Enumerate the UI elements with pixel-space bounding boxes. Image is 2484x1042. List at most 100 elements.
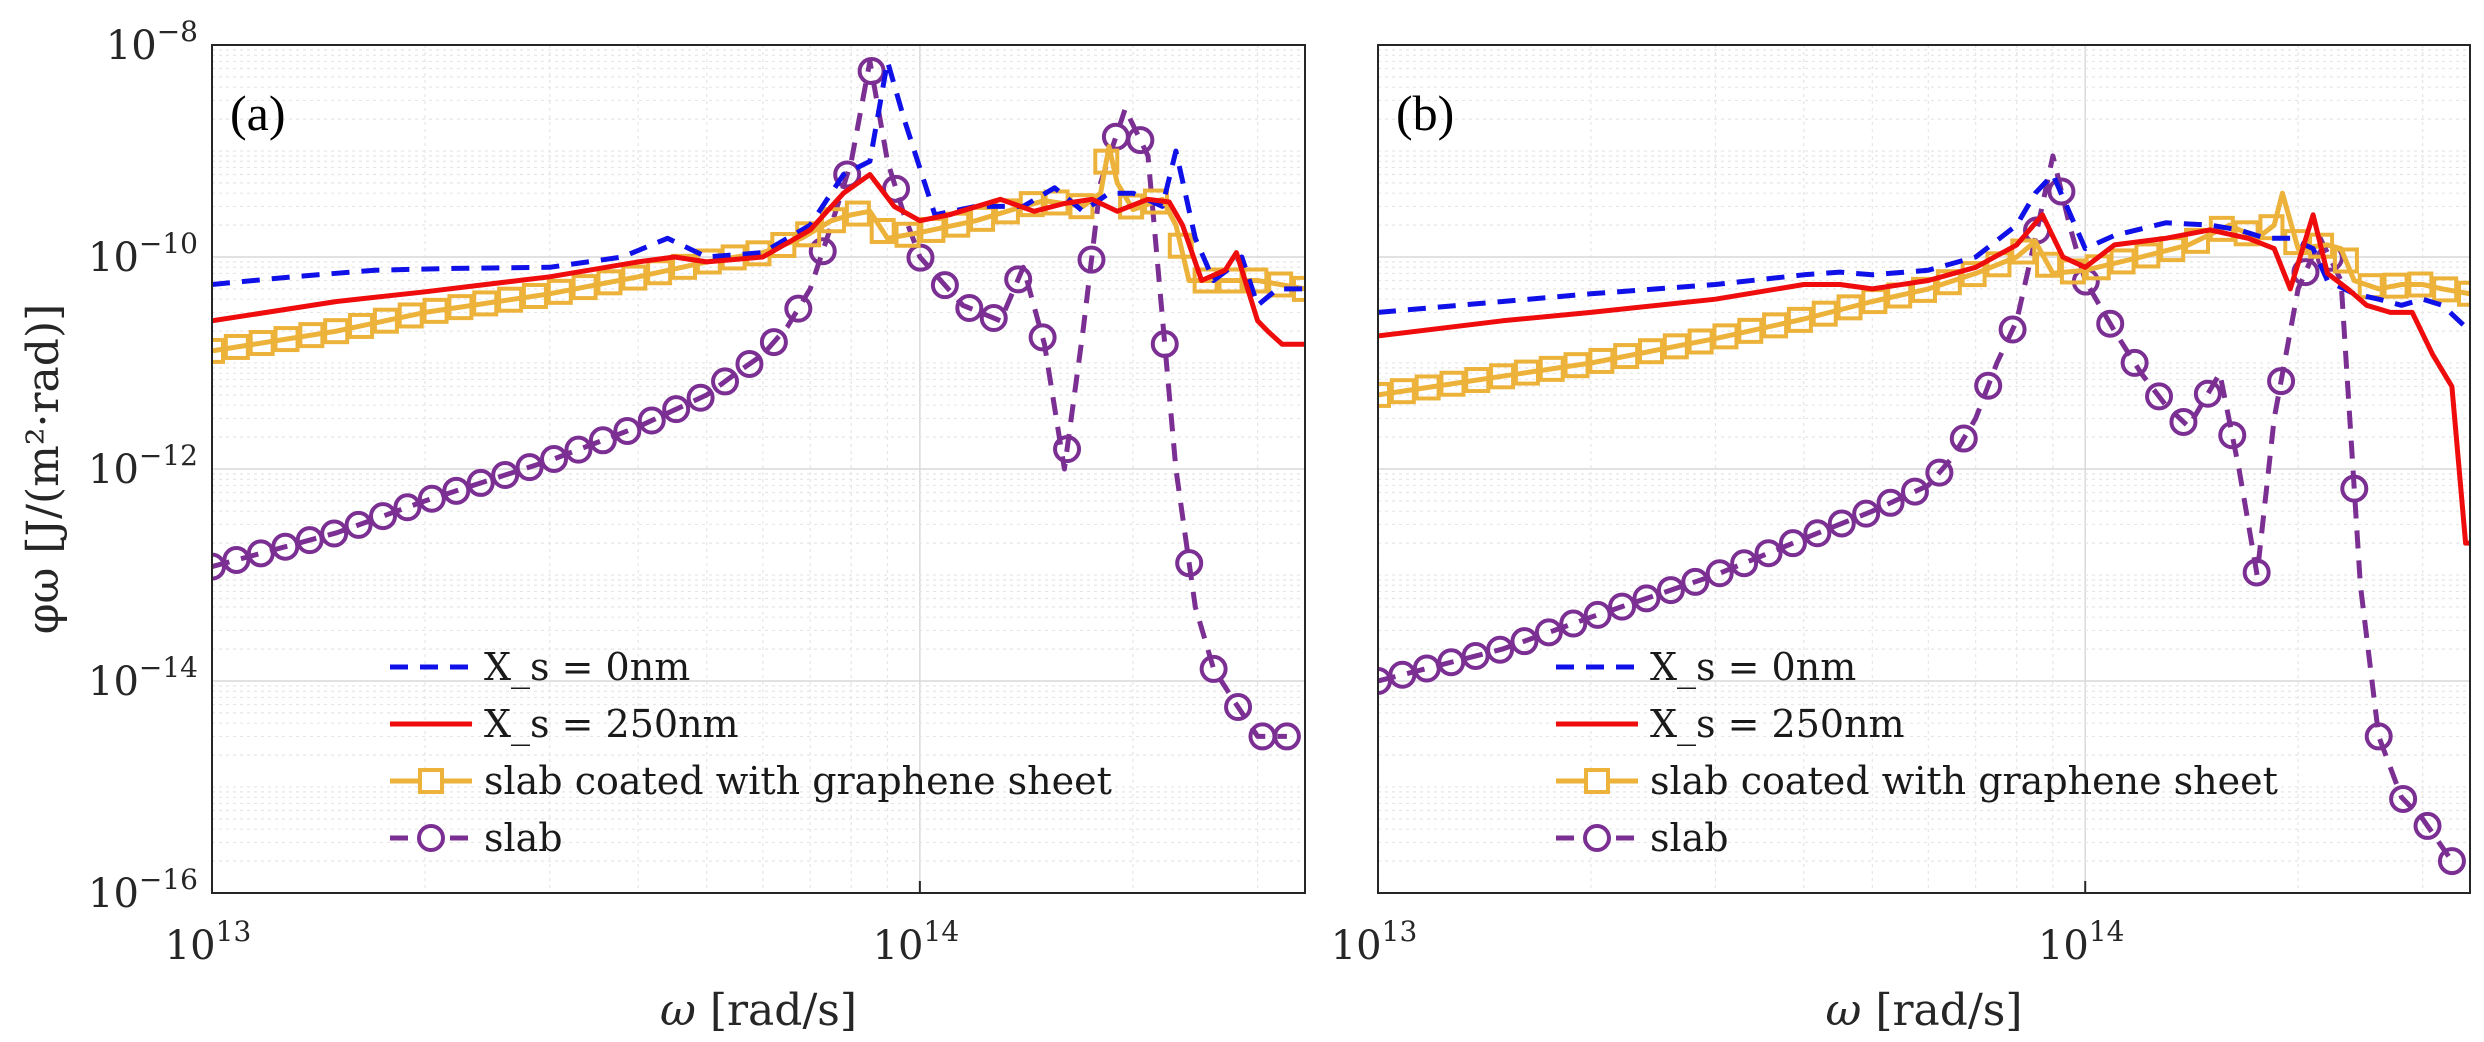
- marker-circle: [2218, 421, 2247, 450]
- marker-circle: [515, 453, 544, 482]
- x-axis-title: ω [rad/s]: [660, 985, 857, 1036]
- marker-square: [298, 322, 325, 349]
- marker-circle: [2120, 348, 2149, 377]
- marker-square: [248, 330, 275, 357]
- marker-square: [546, 278, 573, 305]
- marker-square: [2432, 276, 2459, 303]
- marker-square: [1389, 378, 1416, 405]
- marker-circle: [2364, 722, 2393, 751]
- marker-circle: [2389, 784, 2418, 813]
- marker-square: [2457, 280, 2470, 307]
- marker-square: [223, 333, 250, 360]
- marker-square: [1786, 306, 1813, 333]
- marker-circle: [466, 468, 495, 497]
- series-group: [212, 57, 1305, 751]
- marker-square: [1960, 261, 1987, 288]
- marker-square: [1687, 328, 1714, 355]
- marker-circle: [2193, 379, 2222, 408]
- marker-circle: [2340, 474, 2369, 503]
- marker-circle: [1778, 529, 1807, 558]
- marker-square: [422, 297, 449, 324]
- marker-circle: [246, 539, 275, 568]
- marker-circle: [393, 493, 422, 522]
- marker-circle: [1224, 693, 1253, 721]
- series-line-xs250: [212, 172, 1305, 347]
- marker-circle: [1077, 245, 1106, 274]
- x-axis-title: ω [rad/s]: [1825, 985, 2022, 1036]
- series-line-xs0: [212, 58, 1305, 308]
- marker-circle: [1053, 435, 1082, 464]
- marker-square: [1489, 363, 1516, 390]
- marker-circle: [1998, 315, 2027, 344]
- series-group: [1378, 153, 2470, 876]
- marker-circle: [369, 502, 398, 531]
- marker-circle: [1534, 618, 1563, 647]
- marker-circle: [1175, 549, 1204, 578]
- legend-marker-circle: [417, 824, 445, 852]
- legend-label-xs250: X_s = 250nm: [1650, 702, 1905, 747]
- marker-square: [1836, 294, 1863, 321]
- marker-circle: [1705, 559, 1734, 588]
- marker-square: [497, 286, 524, 313]
- marker-circle: [1803, 519, 1832, 548]
- marker-circle: [711, 367, 740, 396]
- marker-square: [894, 221, 921, 248]
- marker-circle: [1272, 722, 1301, 751]
- marker-square: [323, 318, 350, 345]
- marker-circle: [1199, 654, 1228, 683]
- marker-circle: [1852, 499, 1881, 528]
- series-line-xs0: [1378, 172, 2470, 333]
- marker-circle: [442, 476, 471, 505]
- marker-square: [1439, 370, 1466, 397]
- marker-square: [844, 200, 871, 227]
- marker-circle: [735, 349, 764, 378]
- marker-square: [1811, 300, 1838, 327]
- marker-circle: [2096, 309, 2125, 338]
- y-tick-label: 10−10: [88, 227, 198, 281]
- marker-circle: [759, 328, 788, 357]
- marker-square: [869, 217, 896, 244]
- axes-box: [1377, 44, 2471, 894]
- marker-circle: [2267, 367, 2296, 396]
- marker-square: [1613, 343, 1640, 370]
- marker-circle: [882, 174, 911, 203]
- marker-circle: [1632, 584, 1661, 613]
- marker-circle: [320, 519, 349, 548]
- panel-label: (a): [230, 85, 286, 141]
- legend-label-xs0: X_s = 0nm: [484, 645, 690, 690]
- y-axis-title: φω [J/(m²·rad)]: [18, 304, 69, 635]
- x-tick-label: 1014: [2038, 915, 2125, 969]
- marker-circle: [808, 237, 837, 266]
- marker-circle: [417, 484, 446, 513]
- x-tick-label: 1014: [873, 915, 960, 969]
- marker-circle: [662, 395, 691, 424]
- series-line-coated: [212, 144, 1305, 354]
- panel-b: 1013 1014 ω [rad/s] (b) X_s = 0nm X_s = 250nm…: [1331, 44, 2471, 1036]
- marker-square: [1464, 367, 1491, 394]
- marker-square: [2382, 272, 2409, 299]
- marker-square: [2407, 271, 2434, 298]
- marker-circle: [979, 304, 1008, 333]
- marker-circle: [1730, 549, 1759, 578]
- marker-circle: [1004, 265, 1033, 294]
- marker-circle: [2437, 847, 2466, 876]
- x-tick-label: 1013: [1331, 915, 1418, 969]
- marker-square: [397, 302, 424, 329]
- marker-square: [1378, 381, 1391, 408]
- marker-square: [2332, 247, 2359, 274]
- legend-marker-square: [418, 768, 444, 794]
- marker-circle: [1900, 477, 1929, 506]
- grid: [1377, 44, 2470, 894]
- marker-square: [621, 264, 648, 291]
- marker-circle: [784, 294, 813, 323]
- marker-circle: [1028, 323, 1057, 352]
- marker-circle: [1510, 627, 1539, 656]
- marker-square: [1538, 355, 1565, 382]
- grid: [211, 44, 1305, 894]
- legend-label-xs0: X_s = 0nm: [1650, 645, 1856, 690]
- marker-circle: [1827, 509, 1856, 538]
- marker-square: [521, 282, 548, 309]
- series-line-slab: [1378, 153, 2454, 863]
- marker-square: [969, 205, 996, 232]
- marker-circle: [1681, 567, 1710, 596]
